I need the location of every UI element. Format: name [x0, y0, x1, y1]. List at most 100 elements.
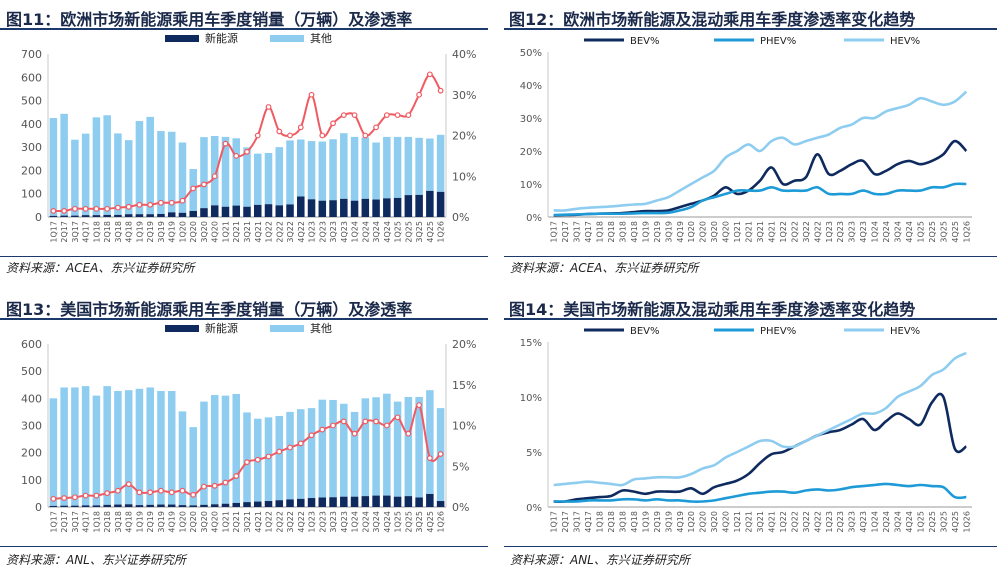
y-tick-label: 500: [21, 95, 42, 108]
x-tick-label: 4Q22: [297, 221, 306, 243]
point-pen: [147, 489, 154, 496]
bar-ev: [135, 214, 144, 217]
bar-other: [124, 390, 133, 505]
legend-label-ev: 新能源: [205, 31, 238, 45]
point-pen: [405, 430, 412, 437]
legend-swatch-other: [270, 325, 304, 332]
bar-other: [253, 153, 262, 205]
series-line-phev: [553, 182, 967, 217]
bar-ev: [114, 504, 122, 507]
x-tick-label: 4Q19: [676, 511, 685, 533]
bar-other: [114, 133, 122, 215]
x-tick-label: 2Q20: [699, 511, 708, 533]
point-pen: [254, 456, 261, 463]
fig12-title: 图12：欧洲市场新能源及混动乘用车季度渗透率变化趋势: [509, 10, 916, 29]
bar-ev: [404, 195, 413, 217]
bar-other: [340, 403, 348, 497]
point-pen: [394, 414, 401, 421]
point-pen: [308, 91, 315, 98]
point-pen: [416, 91, 423, 98]
point-pen: [362, 418, 369, 425]
x-tick-label: 2Q21: [745, 511, 754, 533]
x-tick-label: 2Q19: [146, 221, 155, 243]
point-pen: [158, 487, 164, 494]
x-tick-label: 2Q21: [745, 221, 754, 243]
bar-ev: [146, 214, 154, 217]
fig12-title-rule: [504, 28, 997, 30]
bar-ev: [253, 204, 262, 217]
x-tick-label: 3Q21: [243, 221, 252, 243]
x-tick-label: 1Q24: [351, 511, 360, 533]
x-tick-label: 3Q24: [894, 511, 903, 533]
point-pen: [50, 207, 57, 214]
bar-ev: [350, 200, 359, 217]
bar-other: [404, 396, 413, 497]
fig14-source-rule: [504, 546, 997, 547]
bar-other: [124, 140, 133, 215]
x-tick-label: 1Q26: [437, 511, 446, 533]
bar-other: [114, 390, 122, 505]
series-line-hev: [553, 351, 967, 487]
x-tick-label: 2Q23: [318, 221, 327, 243]
point-pen: [319, 132, 326, 139]
point-pen: [50, 495, 57, 502]
bar-ev: [157, 213, 165, 217]
x-tick-label: 4Q21: [767, 511, 776, 533]
fig11-source-rule: [0, 256, 488, 257]
point-pen: [297, 440, 304, 447]
x-tick-label: 3Q25: [415, 511, 424, 533]
point-pen: [222, 140, 229, 147]
point-pen: [233, 473, 240, 479]
bar-other: [157, 390, 165, 505]
x-tick-label: 1Q21: [221, 511, 230, 533]
x-tick-label: 4Q19: [168, 511, 177, 533]
x-tick-label: 3Q23: [848, 511, 857, 533]
bar-ev: [167, 212, 176, 217]
bar-ev: [297, 498, 305, 507]
x-tick-label: 2Q20: [189, 221, 198, 243]
x-tick-label: 4Q23: [859, 221, 868, 243]
bar-other: [318, 141, 327, 201]
bar-ev: [81, 505, 90, 507]
x-tick-label: 4Q17: [82, 511, 91, 533]
bar-other: [157, 131, 165, 214]
x-tick-label: 2Q17: [60, 221, 69, 243]
y-tick-label: 40%: [520, 81, 542, 92]
x-tick-label: 2Q23: [836, 221, 845, 243]
x-tick-label: 4Q25: [426, 221, 435, 243]
y2-tick-label: 10%: [452, 170, 476, 183]
bar-ev: [361, 198, 370, 217]
point-pen: [190, 185, 197, 192]
bar-ev: [124, 214, 133, 217]
bar-other: [71, 139, 79, 216]
point-pen: [125, 203, 132, 210]
point-pen: [115, 204, 121, 211]
x-tick-label: 4Q20: [211, 221, 220, 243]
bar-ev: [264, 204, 273, 217]
x-tick-label: 3Q21: [756, 511, 765, 533]
x-tick-label: 4Q24: [905, 511, 914, 533]
bar-other: [275, 415, 284, 501]
x-tick-label: 1Q23: [308, 511, 317, 533]
y-tick-label: 500: [21, 365, 42, 378]
x-tick-label: 3Q22: [286, 221, 295, 243]
fig14-source: 资料来源：ANL、东兴证券研究所: [510, 553, 690, 567]
x-tick-label: 3Q20: [200, 221, 209, 243]
point-pen: [287, 132, 293, 139]
fig14-title-rule: [504, 318, 997, 320]
x-tick-label: 3Q19: [157, 511, 166, 533]
x-tick-label: 1Q23: [825, 511, 834, 533]
x-tick-label: 2Q20: [189, 511, 198, 533]
x-tick-label: 3Q24: [372, 511, 381, 533]
bar-ev: [436, 501, 445, 507]
bar-other: [103, 115, 111, 215]
x-tick-label: 3Q18: [114, 511, 123, 533]
x-tick-label: 4Q22: [813, 511, 822, 533]
point-pen: [244, 459, 250, 466]
y2-tick-label: 40%: [452, 48, 476, 61]
x-tick-label: 1Q25: [916, 511, 925, 533]
x-tick-label: 4Q23: [859, 511, 868, 533]
legend-label-ev: 新能源: [205, 321, 238, 335]
x-tick-label: 1Q20: [178, 221, 187, 243]
bar-ev: [307, 498, 316, 507]
